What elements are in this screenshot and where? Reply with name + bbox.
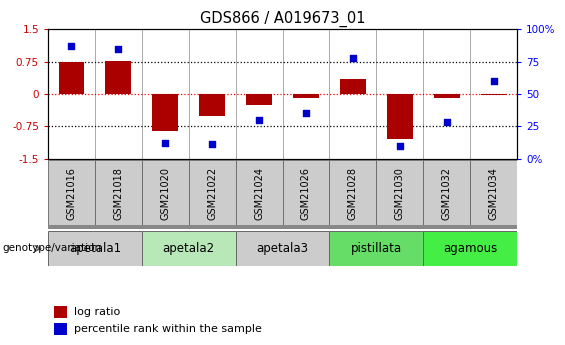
Point (396, 143, 405, 148)
Bar (387, 94, 412, 139)
Text: GSM21018: GSM21018 (114, 167, 123, 220)
Text: GSM21022: GSM21022 (207, 167, 217, 220)
Point (349, 55, 358, 61)
Text: GSM21034: GSM21034 (489, 167, 498, 220)
Text: apetala2: apetala2 (163, 242, 215, 255)
Text: GSM21020: GSM21020 (160, 167, 170, 220)
Text: percentile rank within the sample: percentile rank within the sample (74, 325, 262, 334)
Bar (54, 323, 67, 335)
Bar (329, 231, 423, 266)
Text: GSM21016: GSM21016 (67, 167, 76, 220)
Text: agamous: agamous (443, 242, 497, 255)
Point (161, 140, 170, 146)
Bar (376, 160, 423, 226)
Bar (48, 160, 95, 226)
Bar (142, 160, 189, 226)
Bar (236, 231, 329, 266)
Bar (293, 94, 319, 98)
Text: GSM21028: GSM21028 (348, 167, 358, 220)
Point (114, 46, 123, 51)
Text: pistillata: pistillata (351, 242, 402, 255)
Point (442, 120, 451, 125)
Point (489, 78, 498, 84)
Point (302, 111, 311, 116)
Bar (423, 231, 517, 266)
Bar (236, 160, 282, 226)
Text: log ratio: log ratio (74, 307, 120, 317)
Bar (153, 94, 178, 131)
Point (208, 142, 217, 147)
Bar (142, 231, 236, 266)
Text: apetala1: apetala1 (69, 242, 121, 255)
Bar (282, 160, 329, 226)
Bar (199, 94, 225, 116)
Bar (189, 160, 236, 226)
Bar (434, 94, 459, 98)
Bar (423, 160, 470, 226)
Bar (329, 160, 376, 226)
Text: GSM21032: GSM21032 (442, 167, 451, 220)
Text: genotype/variation: genotype/variation (3, 244, 102, 253)
Bar (95, 160, 142, 226)
Bar (470, 160, 517, 226)
Bar (340, 79, 366, 94)
Point (255, 117, 264, 122)
Text: GSM21030: GSM21030 (395, 167, 405, 220)
Bar (481, 94, 506, 95)
Point (67, 43, 76, 49)
Text: GSM21024: GSM21024 (254, 167, 264, 220)
Bar (246, 94, 272, 105)
Text: apetala3: apetala3 (257, 242, 308, 255)
Text: GSM21026: GSM21026 (301, 167, 311, 220)
Bar (48, 231, 142, 266)
Bar (59, 62, 84, 94)
Bar (106, 61, 131, 94)
Text: GDS866 / A019673_01: GDS866 / A019673_01 (200, 10, 365, 27)
Bar (54, 306, 67, 318)
